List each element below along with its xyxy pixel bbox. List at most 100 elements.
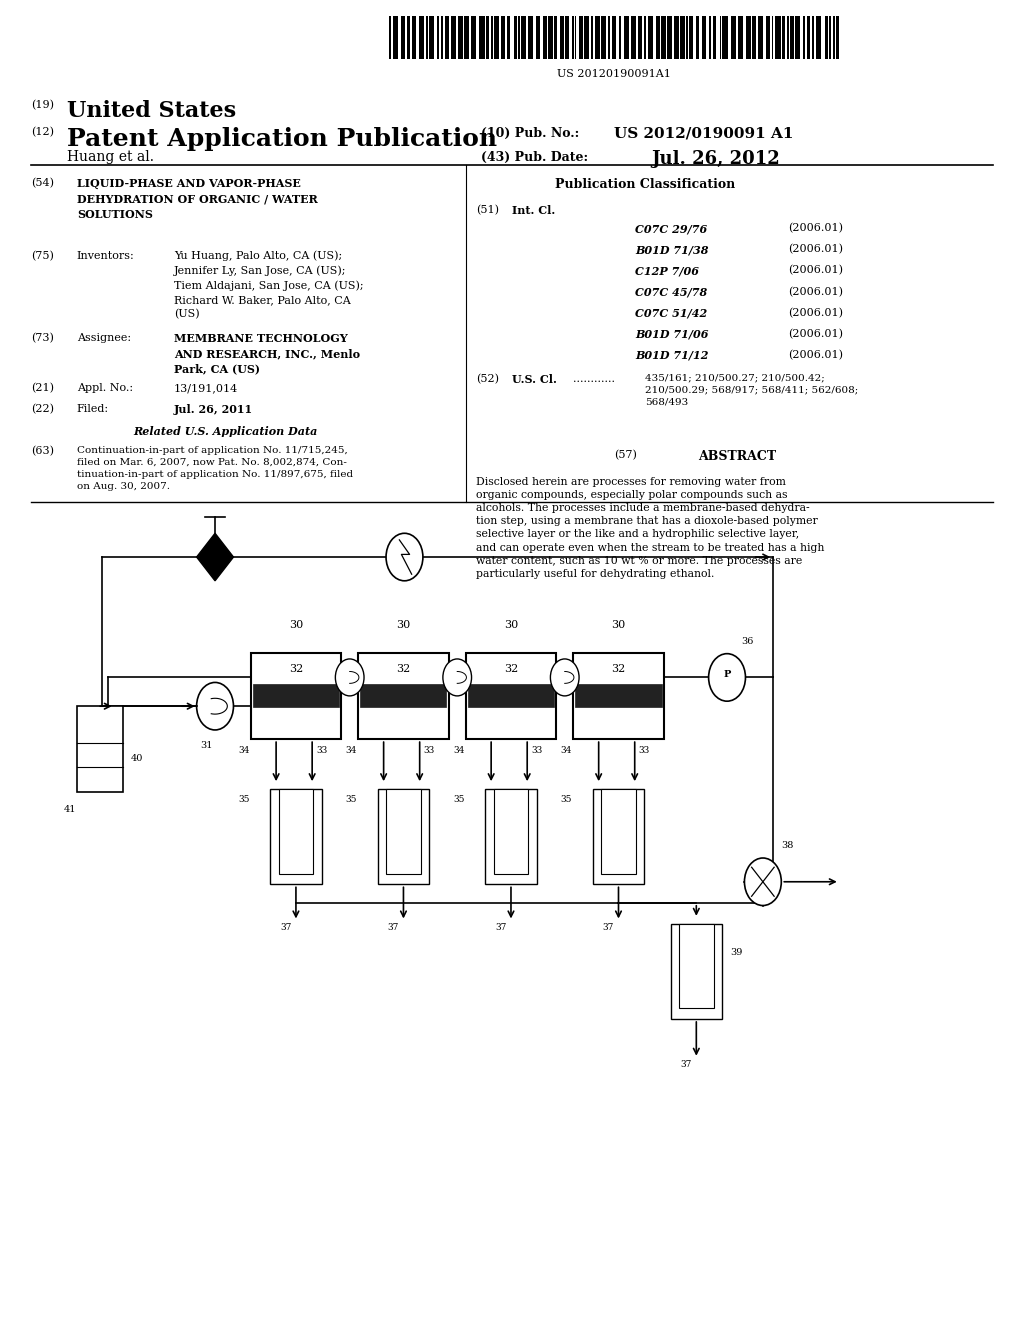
- Text: 35: 35: [560, 795, 572, 804]
- Text: 37: 37: [495, 923, 507, 932]
- Bar: [574, 16, 577, 59]
- Bar: [479, 16, 484, 59]
- Text: (63): (63): [31, 446, 53, 457]
- Text: B01D 71/06: B01D 71/06: [635, 329, 709, 339]
- Bar: [573, 653, 664, 739]
- Bar: [495, 16, 500, 59]
- Text: (43) Pub. Date:: (43) Pub. Date:: [481, 150, 589, 164]
- Bar: [471, 16, 476, 59]
- Bar: [787, 16, 790, 59]
- Bar: [812, 16, 814, 59]
- Text: 41: 41: [63, 805, 76, 814]
- Text: Filed:: Filed:: [77, 404, 109, 414]
- Text: MEMBRANE TECHNOLOGY
AND RESEARCH, INC., Menlo
Park, CA (US): MEMBRANE TECHNOLOGY AND RESEARCH, INC., …: [174, 333, 360, 375]
- Text: B01D 71/38: B01D 71/38: [635, 244, 709, 255]
- Bar: [591, 16, 593, 59]
- Text: 33: 33: [639, 746, 650, 755]
- Text: (54): (54): [31, 178, 53, 189]
- Text: LIQUID-PHASE AND VAPOR-PHASE
DEHYDRATION OF ORGANIC / WATER
SOLUTIONS: LIQUID-PHASE AND VAPOR-PHASE DEHYDRATION…: [77, 178, 317, 220]
- Circle shape: [197, 682, 233, 730]
- Bar: [429, 16, 434, 59]
- Text: Assignee:: Assignee:: [77, 333, 131, 343]
- Bar: [618, 16, 621, 59]
- Bar: [702, 16, 706, 59]
- Bar: [816, 16, 821, 59]
- Text: (2006.01): (2006.01): [788, 223, 844, 234]
- Bar: [548, 16, 553, 59]
- Bar: [389, 16, 391, 59]
- Bar: [571, 16, 573, 59]
- Text: 30: 30: [504, 619, 518, 630]
- Text: 37: 37: [387, 923, 399, 932]
- Text: (2006.01): (2006.01): [788, 308, 844, 318]
- Text: Inventors:: Inventors:: [77, 251, 134, 261]
- Bar: [601, 789, 636, 874]
- Bar: [492, 16, 494, 59]
- Bar: [680, 16, 685, 59]
- Bar: [528, 16, 534, 59]
- Text: (2006.01): (2006.01): [788, 329, 844, 339]
- Bar: [401, 16, 404, 59]
- Bar: [713, 16, 717, 59]
- Bar: [771, 16, 773, 59]
- Text: (12): (12): [31, 127, 53, 137]
- Bar: [752, 16, 756, 59]
- Circle shape: [335, 659, 365, 696]
- Text: 37: 37: [280, 923, 292, 932]
- Text: US 2012/0190091 A1: US 2012/0190091 A1: [614, 127, 794, 141]
- Bar: [829, 16, 830, 59]
- Bar: [360, 684, 446, 706]
- Text: C07C 51/42: C07C 51/42: [635, 308, 708, 318]
- Text: 37: 37: [602, 923, 614, 932]
- Bar: [644, 16, 646, 59]
- Bar: [378, 789, 429, 884]
- Text: 35: 35: [345, 795, 357, 804]
- Bar: [612, 16, 615, 59]
- Circle shape: [551, 659, 580, 696]
- Bar: [686, 16, 688, 59]
- Bar: [358, 653, 449, 739]
- Bar: [595, 16, 600, 59]
- Bar: [413, 16, 416, 59]
- Text: U.S. Cl.: U.S. Cl.: [512, 374, 557, 384]
- Text: (21): (21): [31, 383, 53, 393]
- Bar: [407, 16, 411, 59]
- Text: Yu Huang, Palo Alto, CA (US);
Jennifer Ly, San Jose, CA (US);
Tiem Aldajani, San: Yu Huang, Palo Alto, CA (US); Jennifer L…: [174, 251, 364, 319]
- Bar: [485, 789, 537, 884]
- Bar: [494, 789, 528, 874]
- Bar: [601, 16, 606, 59]
- Bar: [720, 16, 721, 59]
- Bar: [608, 16, 610, 59]
- Bar: [560, 16, 564, 59]
- Bar: [709, 16, 711, 59]
- Bar: [671, 924, 722, 1019]
- Bar: [507, 16, 511, 59]
- Text: ABSTRACT: ABSTRACT: [698, 450, 776, 463]
- Bar: [803, 16, 805, 59]
- Text: (2006.01): (2006.01): [788, 265, 844, 276]
- Text: 34: 34: [346, 746, 357, 755]
- Bar: [791, 16, 794, 59]
- Bar: [638, 16, 642, 59]
- Text: 37: 37: [680, 1060, 692, 1069]
- Bar: [565, 16, 568, 59]
- Bar: [386, 789, 421, 874]
- Bar: [836, 16, 840, 59]
- Bar: [437, 16, 439, 59]
- Text: Disclosed herein are processes for removing water from
organic compounds, especi: Disclosed herein are processes for remov…: [476, 477, 824, 579]
- Text: Int. Cl.: Int. Cl.: [512, 205, 555, 215]
- Text: Related U.S. Application Data: Related U.S. Application Data: [133, 426, 317, 437]
- Bar: [781, 16, 785, 59]
- Text: 30: 30: [611, 619, 626, 630]
- Text: C12P 7/06: C12P 7/06: [635, 265, 698, 276]
- Circle shape: [442, 659, 471, 696]
- Text: 33: 33: [316, 746, 328, 755]
- Bar: [624, 16, 629, 59]
- Bar: [631, 16, 636, 59]
- Text: 34: 34: [454, 746, 465, 755]
- Bar: [514, 16, 517, 59]
- Text: Jul. 26, 2011: Jul. 26, 2011: [174, 404, 253, 414]
- Text: (52): (52): [476, 374, 499, 384]
- Bar: [518, 16, 520, 59]
- Text: (10) Pub. No.:: (10) Pub. No.:: [481, 127, 580, 140]
